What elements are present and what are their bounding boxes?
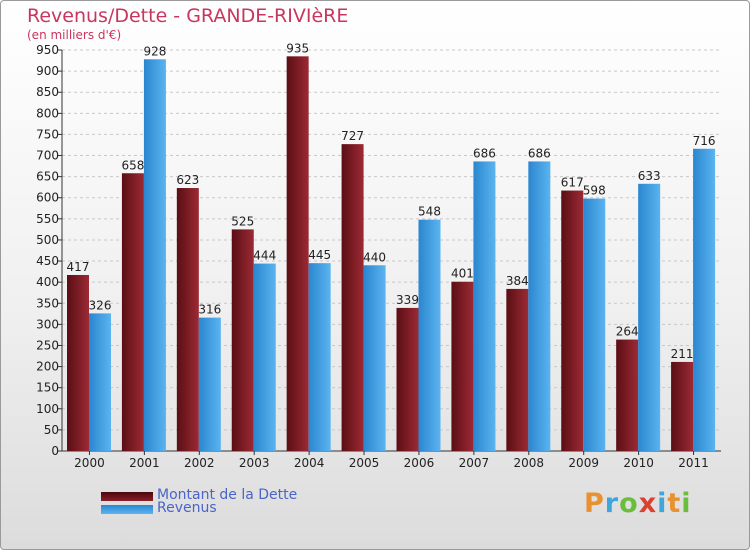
logo-letter: t — [667, 488, 682, 519]
y-tick-label: 150 — [36, 381, 59, 395]
y-tick-label: 500 — [36, 233, 59, 247]
bar-revenus — [253, 263, 276, 451]
bar-revenus — [418, 219, 441, 451]
value-label-revenus: 440 — [363, 250, 386, 264]
x-tick-label: 2005 — [349, 456, 380, 470]
x-tick-label: 2009 — [568, 456, 599, 470]
logo-letter: i — [657, 488, 668, 519]
bar-revenus — [89, 313, 111, 451]
value-label-dette: 935 — [286, 41, 309, 55]
value-label-dette: 525 — [231, 214, 254, 228]
x-tick-label: 2011 — [678, 456, 709, 470]
value-label-revenus: 686 — [473, 146, 496, 160]
bar-revenus — [143, 59, 166, 451]
value-label-revenus: 928 — [143, 44, 166, 58]
value-label-revenus: 445 — [308, 248, 331, 262]
value-label-dette: 264 — [616, 325, 639, 339]
value-label-dette: 727 — [341, 129, 364, 143]
bar-dette — [176, 188, 199, 451]
bar-dette — [231, 229, 254, 451]
logo-letter: x — [638, 488, 658, 519]
value-label-dette: 401 — [451, 267, 474, 281]
y-tick-label: 550 — [36, 212, 59, 226]
logo-letter: P — [584, 488, 605, 519]
y-tick-label: 0 — [51, 444, 59, 458]
x-tick-label: 2002 — [184, 456, 215, 470]
bar-revenus — [638, 183, 661, 451]
bar-dette — [561, 190, 584, 452]
value-label-dette: 658 — [121, 158, 144, 172]
y-tick-label: 300 — [36, 317, 59, 331]
value-label-revenus: 326 — [89, 298, 112, 312]
bar-dette — [121, 173, 144, 451]
value-label-dette: 617 — [561, 176, 584, 190]
bar-revenus — [528, 161, 551, 451]
legend-label-revenus: Revenus — [157, 500, 217, 516]
y-tick-label: 750 — [36, 127, 59, 141]
value-label-revenus: 716 — [693, 134, 716, 148]
y-tick-label: 600 — [36, 191, 59, 205]
x-tick-label: 2000 — [74, 456, 105, 470]
chart-title: Revenus/Dette - GRANDE-RIVIèRE — [27, 5, 349, 27]
x-tick-label: 2001 — [129, 456, 160, 470]
y-tick-label: 50 — [44, 423, 59, 437]
x-tick-label: 2010 — [623, 456, 654, 470]
x-tick-label: 2006 — [404, 456, 435, 470]
value-label-revenus: 598 — [583, 184, 606, 198]
value-label-revenus: 444 — [253, 249, 276, 263]
bar-dette — [286, 56, 309, 452]
y-tick-label: 450 — [36, 254, 59, 268]
x-tick-label: 2008 — [514, 456, 545, 470]
y-tick-label: 650 — [36, 170, 59, 184]
chart-subtitle: (en milliers d'€) — [27, 28, 122, 42]
bar-dette — [396, 307, 419, 451]
value-label-revenus: 686 — [528, 146, 551, 160]
bar-dette — [671, 361, 694, 451]
y-tick-label: 200 — [36, 360, 59, 374]
y-tick-label: 700 — [36, 149, 59, 163]
bar-dette — [67, 274, 89, 451]
bar-revenus — [308, 263, 331, 451]
y-tick-label: 900 — [36, 64, 59, 78]
y-tick-label: 950 — [36, 43, 59, 57]
y-tick-label: 350 — [36, 296, 59, 310]
bar-revenus — [583, 198, 606, 451]
x-tick-label: 2004 — [294, 456, 325, 470]
y-tick-label: 800 — [36, 106, 59, 120]
logo-letter: i — [681, 488, 692, 519]
bar-revenus — [693, 148, 716, 451]
bar-revenus — [473, 161, 496, 451]
y-tick-label: 400 — [36, 275, 59, 289]
legend-swatch-revenus — [101, 505, 153, 514]
value-label-dette: 211 — [671, 347, 694, 361]
y-tick-label: 250 — [36, 338, 59, 352]
legend-label-dette: Montant de la Dette — [157, 487, 298, 503]
value-label-revenus: 316 — [198, 303, 221, 317]
x-tick-label: 2007 — [459, 456, 490, 470]
bar-dette — [616, 339, 639, 451]
bar-revenus — [198, 317, 221, 451]
value-label-dette: 623 — [176, 173, 199, 187]
logo-letter: r — [604, 488, 620, 519]
bar-revenus — [363, 265, 386, 451]
value-label-revenus: 633 — [638, 169, 661, 183]
value-label-dette: 417 — [67, 260, 90, 274]
legend-swatch-dette — [101, 492, 153, 501]
bar-dette — [451, 281, 474, 451]
x-tick-label: 2003 — [239, 456, 270, 470]
value-label-revenus: 548 — [418, 205, 441, 219]
y-tick-label: 850 — [36, 85, 59, 99]
value-label-dette: 339 — [396, 293, 419, 307]
bar-dette — [341, 144, 364, 452]
proxiti-logo: Proxiti — [584, 488, 692, 519]
value-label-dette: 384 — [506, 274, 529, 288]
bar-dette — [506, 288, 529, 451]
y-tick-label: 100 — [36, 402, 59, 416]
logo-letter: o — [619, 488, 639, 519]
